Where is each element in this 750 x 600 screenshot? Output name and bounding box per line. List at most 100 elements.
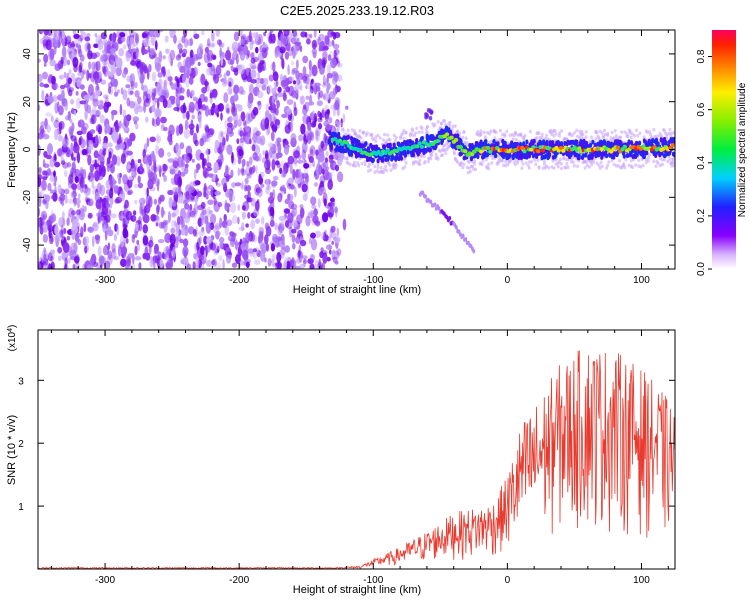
noise-blob <box>186 263 192 269</box>
noise-blob <box>125 84 131 89</box>
noise-blob <box>99 264 103 269</box>
noise-blob <box>73 141 78 147</box>
colorbar-tick-label: 0.6 <box>696 102 707 116</box>
noise-blob <box>182 238 189 247</box>
signal-core <box>417 141 422 146</box>
noise-blob <box>188 106 195 113</box>
x-tick-label: 0 <box>505 275 511 286</box>
noise-blob <box>232 102 236 112</box>
noise-blob <box>311 204 317 209</box>
noise-blob <box>143 37 150 48</box>
halo-blob <box>385 139 389 143</box>
noise-blob <box>55 234 60 246</box>
signal-band <box>420 136 424 141</box>
noise-blob <box>179 238 184 244</box>
noise-blob <box>167 76 173 82</box>
noise-blob <box>238 226 246 231</box>
noise-blob <box>41 89 45 101</box>
halo-blob <box>402 128 406 133</box>
noise-blob <box>326 256 331 262</box>
noise-blob <box>50 213 57 223</box>
noise-blob <box>295 236 301 244</box>
noise-blob <box>43 53 49 64</box>
noise-blob <box>205 221 212 234</box>
halo-blob <box>580 129 584 134</box>
noise-blob <box>315 163 322 176</box>
halo-blob <box>353 160 356 165</box>
halo-blob <box>423 159 427 164</box>
noise-blob <box>328 212 333 218</box>
noise-blob <box>313 113 318 123</box>
noise-blob <box>100 54 105 62</box>
noise-blob <box>211 30 215 42</box>
noise-blob <box>192 229 197 237</box>
noise-blob <box>107 142 113 148</box>
noise-blob <box>326 166 330 171</box>
noise-blob <box>63 227 67 235</box>
halo-blob <box>443 143 447 148</box>
noise-blob <box>114 198 120 204</box>
noise-blob <box>275 262 281 267</box>
noise-blob <box>126 150 133 156</box>
noise-blob <box>200 73 206 86</box>
noise-blob <box>42 263 50 269</box>
noise-blob <box>233 84 240 95</box>
noise-blob <box>114 256 120 261</box>
noise-blob <box>295 92 299 100</box>
noise-blob <box>100 155 105 162</box>
noise-blob <box>312 51 317 59</box>
noise-blob <box>177 43 183 51</box>
noise-blob <box>296 159 304 164</box>
noise-blob <box>330 57 337 69</box>
spectrogram-marks <box>38 30 675 269</box>
noise-blob <box>214 223 221 230</box>
noise-blob <box>107 86 112 94</box>
noise-blob <box>326 72 333 79</box>
noise-blob <box>220 55 224 66</box>
halo-blob <box>504 159 508 164</box>
noise-blob <box>192 207 197 216</box>
noise-blob <box>290 60 295 66</box>
x-tick-label: -300 <box>95 275 115 286</box>
noise-blob <box>241 205 246 211</box>
noise-blob <box>98 255 105 265</box>
noise-blob <box>167 76 173 82</box>
halo-blob <box>461 165 465 170</box>
halo-blob <box>516 160 520 165</box>
noise-blob <box>336 62 343 68</box>
noise-blob <box>104 41 107 54</box>
noise-blob <box>42 176 48 181</box>
halo-blob <box>560 166 563 171</box>
noise-blob <box>233 119 238 128</box>
noise-blob <box>275 92 278 103</box>
noise-blob <box>220 112 223 121</box>
noise-blob <box>179 87 185 94</box>
halo-blob <box>433 122 437 127</box>
noise-blob <box>156 204 160 213</box>
noise-blob <box>323 169 330 181</box>
noise-blob <box>84 36 91 42</box>
noise-blob <box>189 210 197 215</box>
noise-blob <box>282 169 286 177</box>
noise-blob <box>42 170 48 176</box>
halo-blob <box>587 165 591 169</box>
halo-blob <box>363 159 367 164</box>
noise-blob <box>158 148 165 158</box>
halo-blob <box>652 127 656 132</box>
noise-blob <box>87 50 93 60</box>
halo-blob <box>595 161 599 166</box>
noise-blob <box>267 258 272 267</box>
halo-blob <box>456 129 459 134</box>
noise-blob <box>216 39 222 46</box>
noise-blob <box>156 179 160 192</box>
noise-blob <box>61 46 67 59</box>
noise-blob <box>175 236 179 249</box>
signal-core <box>536 149 541 154</box>
noise-blob <box>224 217 228 229</box>
noise-blob <box>132 210 137 216</box>
colorbar: 0.00.20.40.60.8 Normalized spectral ampl… <box>696 30 748 276</box>
noise-blob <box>218 103 224 112</box>
halo-blob <box>578 129 582 134</box>
noise-blob <box>157 239 165 244</box>
noise-blob <box>67 198 74 204</box>
